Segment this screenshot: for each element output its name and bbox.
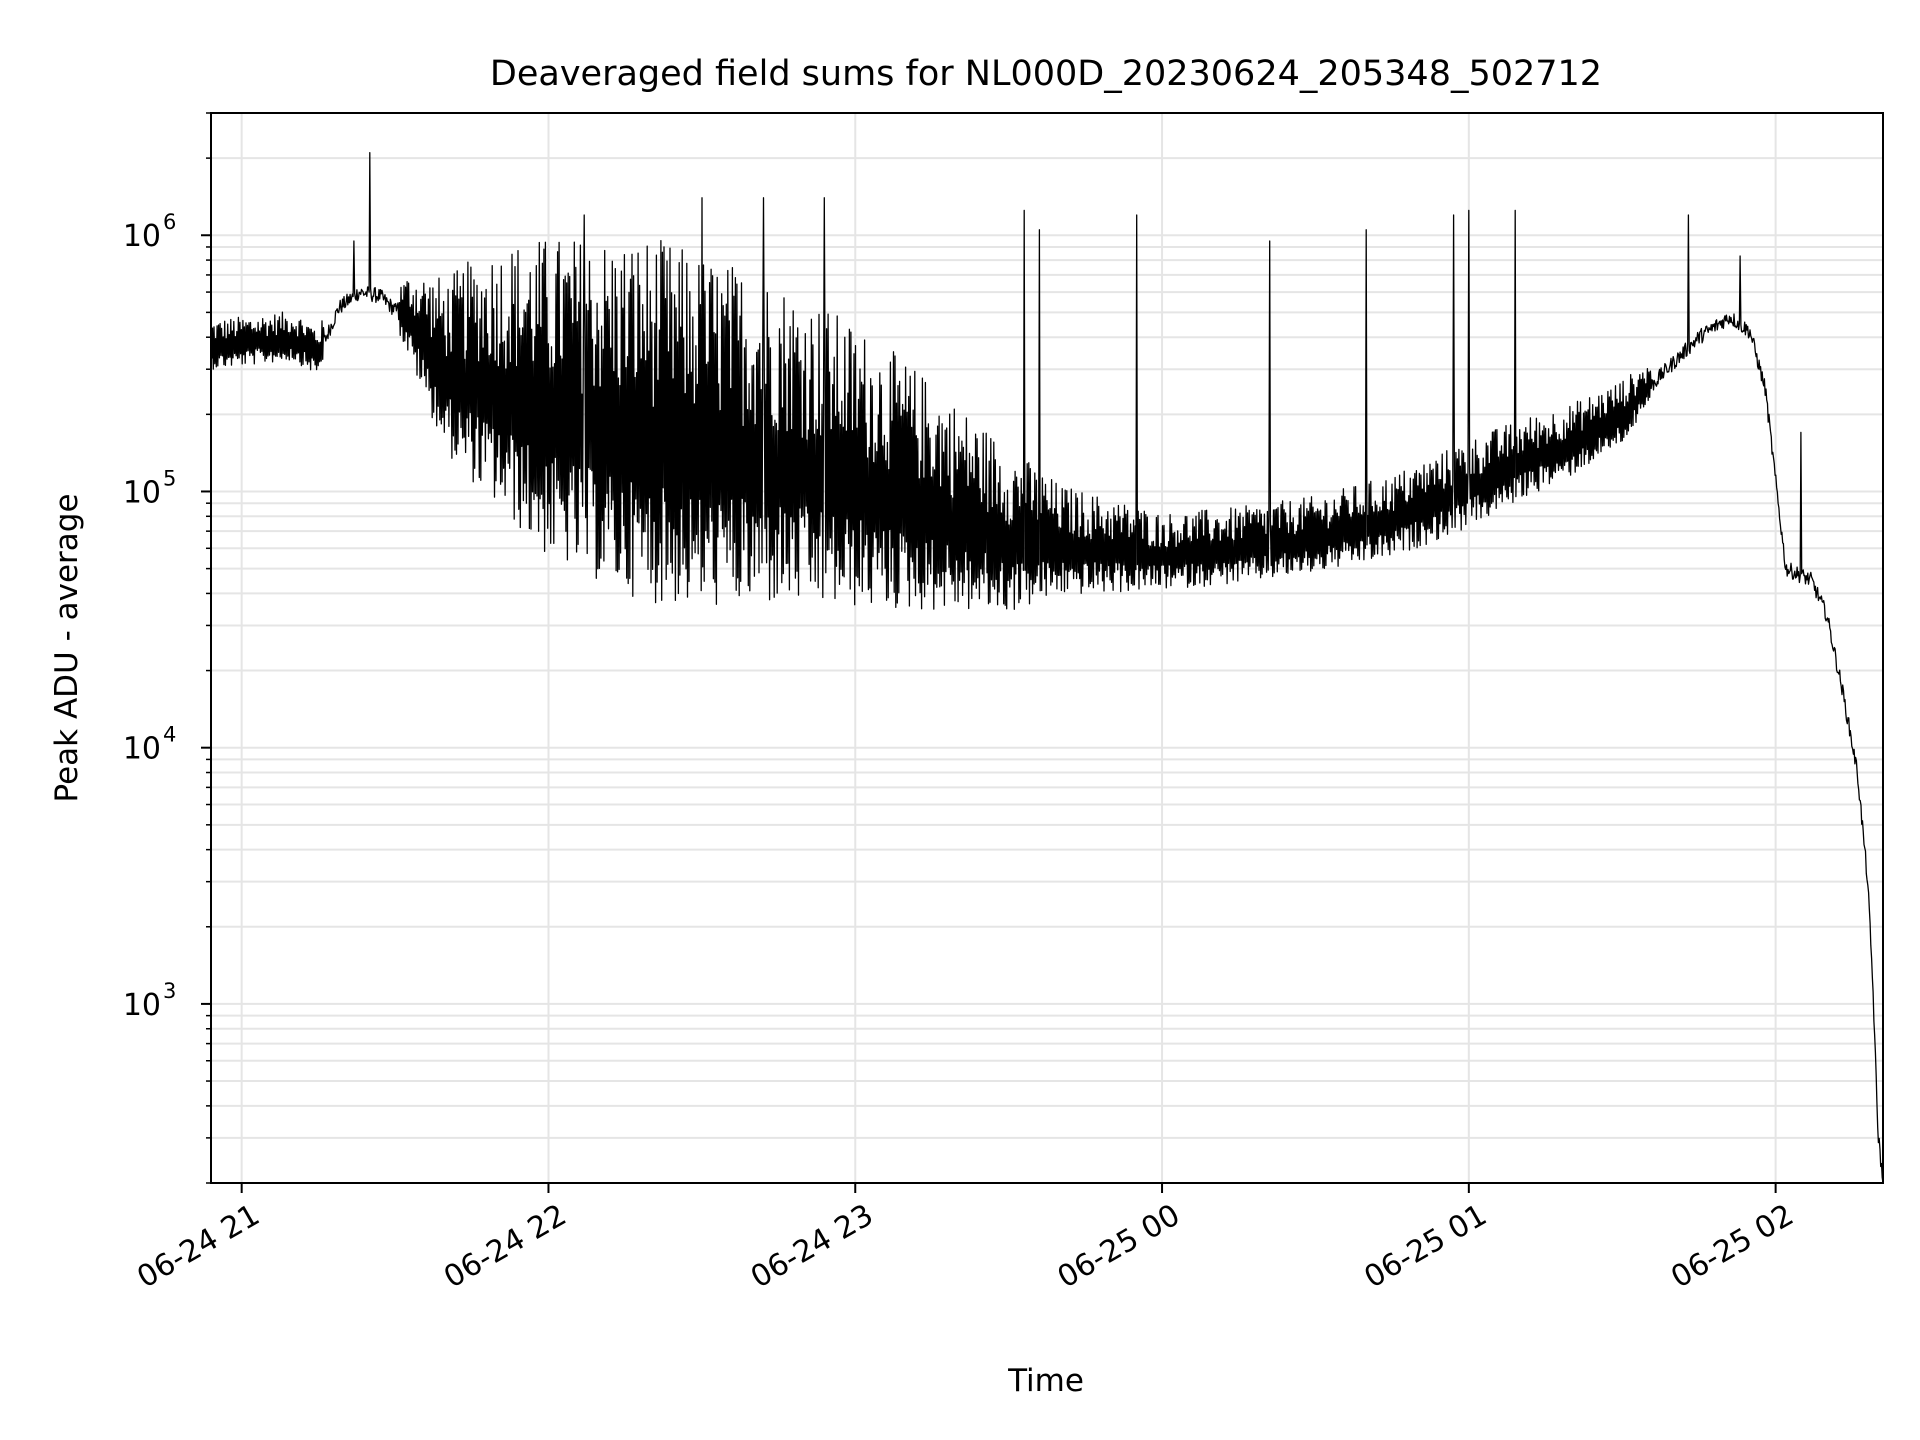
y-tick-label: 10 3 xyxy=(123,979,177,1023)
y-tick-label: 10 5 xyxy=(123,466,177,510)
y-tick-base: 10 xyxy=(123,219,161,254)
y-tick-base: 10 xyxy=(123,732,161,767)
y-tick-exponent: 4 xyxy=(163,723,176,747)
y-axis-title: Peak ADU - average xyxy=(49,493,85,802)
series-line xyxy=(210,152,1884,1184)
y-tick-exponent: 5 xyxy=(163,466,176,490)
y-tick-base: 10 xyxy=(123,475,161,510)
plot-frame xyxy=(210,112,1884,1184)
y-tick-label: 10 6 xyxy=(123,210,177,254)
y-tick-exponent: 6 xyxy=(163,210,176,234)
y-tick-exponent: 3 xyxy=(163,979,176,1003)
y-tick-label: 10 4 xyxy=(123,723,177,767)
grid-lines xyxy=(211,112,1883,1184)
y-tick-base: 10 xyxy=(123,988,161,1023)
x-axis-title: Time xyxy=(1007,1363,1084,1399)
chart-title: Deaveraged field sums for NL000D_2023062… xyxy=(490,54,1602,94)
series-layer xyxy=(210,152,1884,1184)
